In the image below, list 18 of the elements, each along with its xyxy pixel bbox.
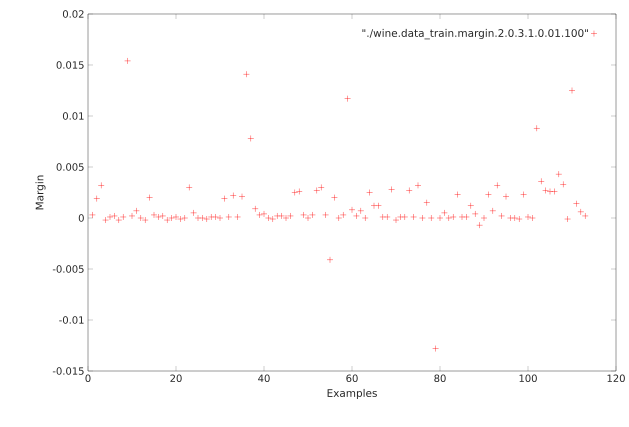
x-axis-title: Examples — [328, 388, 377, 400]
y-tick-label: -0.01 — [59, 316, 84, 324]
y-tick-label: -0.005 — [52, 265, 84, 273]
y-tick-label: 0.01 — [62, 112, 84, 120]
y-tick-label: 0.005 — [56, 163, 84, 171]
x-tick-label: 100 — [520, 374, 537, 382]
y-axis-title: Margin — [35, 176, 46, 210]
y-tick-label: 0.02 — [62, 10, 84, 18]
x-tick-label: 80 — [434, 374, 446, 382]
y-tick-label: -0.015 — [52, 367, 84, 375]
x-tick-label: 0 — [85, 374, 91, 382]
legend-label: "./wine.data_train.margin.2.0.3.1.0.01.100" — [362, 28, 588, 40]
y-tick-label: 0.015 — [56, 61, 84, 69]
x-tick-label: 40 — [258, 374, 270, 382]
x-tick-label: 120 — [608, 374, 625, 382]
y-tick-label: 0 — [78, 214, 84, 222]
x-tick-label: 60 — [346, 374, 358, 382]
x-tick-label: 20 — [170, 374, 182, 382]
